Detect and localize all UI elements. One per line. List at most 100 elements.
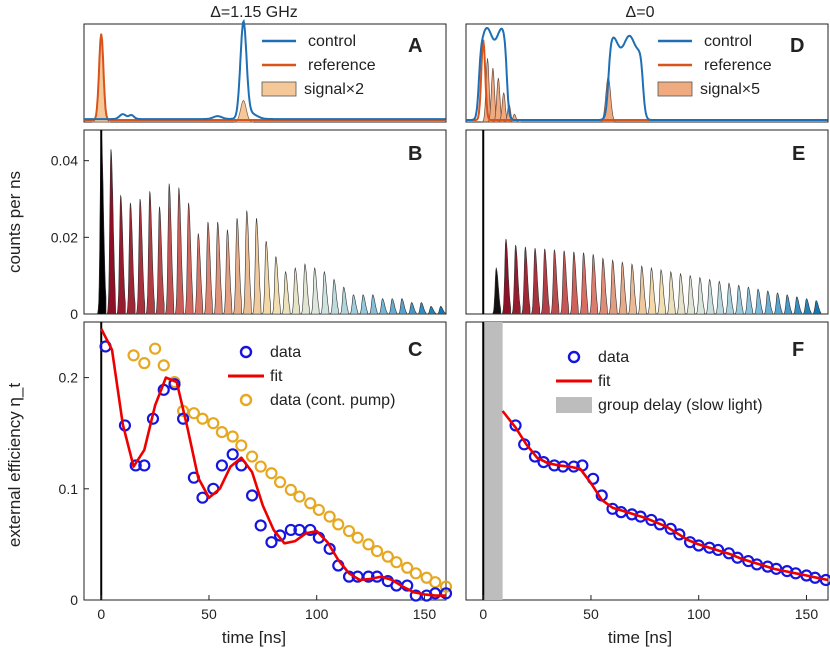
legend-F-label-3: group delay (slow light) [598, 397, 763, 414]
panel-B-peak-31 [387, 298, 398, 315]
legend-D-signal-swatch [657, 81, 693, 97]
panel-C-series-3-point-16 [273, 476, 287, 489]
panel-C-xtick-label-3: 100 [305, 606, 329, 622]
panel-C-ytick-label-1: 0 [70, 592, 78, 608]
panel-C-ytick-label-2: 0.1 [59, 481, 79, 497]
panel-C-series-3-point-23 [342, 524, 356, 538]
panel-B-peak-32 [397, 298, 407, 315]
title-left: Δ=1.15 GHz [210, 4, 298, 21]
panel-B-peak-18 [261, 241, 272, 315]
panel-E-peak-29 [762, 290, 773, 315]
panel-C-xtick-label-1: 0 [97, 606, 105, 622]
panel-C-series-3-point-7 [187, 407, 200, 420]
panel-F-series-1-point-33 [819, 573, 830, 587]
panel-B-peak-16 [241, 210, 252, 315]
panel-E-peak-1 [491, 266, 502, 315]
legend-A-control-label: control [308, 33, 356, 50]
panel-C-series-3-point-28 [390, 556, 403, 569]
panel-C-series-1-point-17 [265, 536, 278, 549]
panel-label-A: A [408, 35, 422, 57]
panel-E-peak-20 [675, 272, 686, 315]
panel-E-peak-30 [772, 292, 783, 315]
panel-E-peak-31 [782, 294, 793, 315]
panel-E-peak-8 [559, 250, 570, 315]
panel-B-ytick-label-2: 0.02 [51, 229, 78, 245]
panel-B-ytick-label-1: 0 [70, 306, 78, 322]
panel-B-peak-19 [271, 256, 281, 315]
panel-E-peak-7 [549, 249, 560, 315]
panel-B-peak-8 [164, 183, 175, 315]
legend-F-swatch-1 [567, 350, 581, 364]
panel-C-series-1-point-27 [362, 570, 375, 583]
legend-C-label-2: fit [270, 368, 283, 385]
panel-E-peak-9 [569, 251, 579, 315]
panel-D-frame [465, 23, 829, 123]
legend-A-signal-label: signal×2 [304, 81, 364, 98]
panel-B-peak-27 [348, 294, 359, 315]
panel-E-peak-32 [792, 296, 802, 315]
panel-E-peak-17 [646, 266, 657, 315]
panel-C-series-3-point-3 [149, 342, 162, 355]
panel-label-F: F [792, 339, 804, 361]
legend-F-swatch-3 [556, 397, 592, 413]
panel-E-peak-23 [704, 278, 715, 315]
panel-C-series-1-point-18 [273, 529, 287, 542]
panel-E-peak-25 [724, 282, 734, 315]
panel-E-peak-21 [685, 274, 696, 315]
panel-F-xtick-label-4: 150 [795, 606, 819, 622]
panel-E-peak-12 [598, 257, 608, 315]
panel-E-peak-33 [801, 298, 812, 315]
panel-B-peak-36 [435, 305, 446, 315]
panel-C-series-1-point-19 [284, 523, 297, 537]
panel-C-series-3-point-18 [293, 490, 306, 503]
panel-B-peak-21 [290, 266, 301, 315]
panel-C-series-1-point-13 [226, 448, 239, 461]
panel-C-series-2-line [100, 328, 446, 597]
panel-A-frame [83, 23, 447, 123]
panel-B-peak-6 [144, 191, 155, 315]
ylabel-middle: counts per ns [5, 171, 24, 273]
panel-E-peak-2 [501, 238, 511, 315]
panel-C-series-3-point-26 [370, 544, 384, 558]
panel-B-peak-15 [232, 218, 243, 315]
panel-C-series-3-point-2 [138, 357, 151, 370]
panel-E-peak-14 [617, 261, 628, 315]
panel-C-series-1-point-35 [439, 587, 453, 600]
legend-D-control-label: control [704, 33, 752, 50]
panel-B-peak-9 [174, 187, 184, 315]
legend-A-reference-label: reference [308, 57, 376, 74]
panel-E-peak-34 [811, 300, 822, 315]
panel-E-peak-24 [714, 280, 725, 315]
legend-A-signal-swatch [261, 81, 297, 97]
legend-F-label-1: data [598, 349, 629, 366]
panel-B-peak-4 [125, 202, 136, 315]
panel-C-series-3-point-15 [265, 467, 278, 480]
xlabel-left: time [ns] [222, 628, 286, 647]
legend-C-label-1: data [270, 344, 301, 361]
panel-C-series-3-point-25 [362, 538, 375, 551]
panel-B-peak-14 [222, 229, 233, 315]
panel-C-series-3-point-12 [235, 439, 248, 452]
panel-B-peak-29 [368, 294, 378, 315]
panel-E-peak-4 [520, 246, 531, 315]
panel-F-series-1-point-24 [731, 551, 744, 564]
panel-B-peak-5 [135, 198, 146, 315]
panel-B-peak-33 [406, 302, 417, 315]
xlabel-right: time [ns] [608, 628, 672, 647]
panel-C: 0 50 100 150 0 0.1 0.2 data fit data (cont. pump)… [59, 321, 453, 622]
panel-C-series-3-point-4 [157, 359, 170, 372]
panel-B-peak-25 [329, 278, 340, 315]
panel-B-peak-34 [416, 302, 427, 315]
panel-B-peak-11 [193, 233, 204, 315]
panel-B-peak-12 [203, 221, 213, 315]
title-right: Δ=0 [626, 4, 655, 21]
panel-C-series-3-point-11 [226, 430, 239, 443]
panel-F-xtick-label-1: 0 [479, 606, 487, 622]
panel-C-series-1-point-15 [245, 489, 259, 502]
legend-D-signal-label: signal×5 [700, 81, 760, 98]
panel-F-group-delay-band [483, 322, 503, 600]
panel-D-reference-line [466, 39, 828, 121]
panel-C-series-3-point-13 [245, 450, 259, 463]
panel-B-peak-26 [338, 286, 349, 315]
